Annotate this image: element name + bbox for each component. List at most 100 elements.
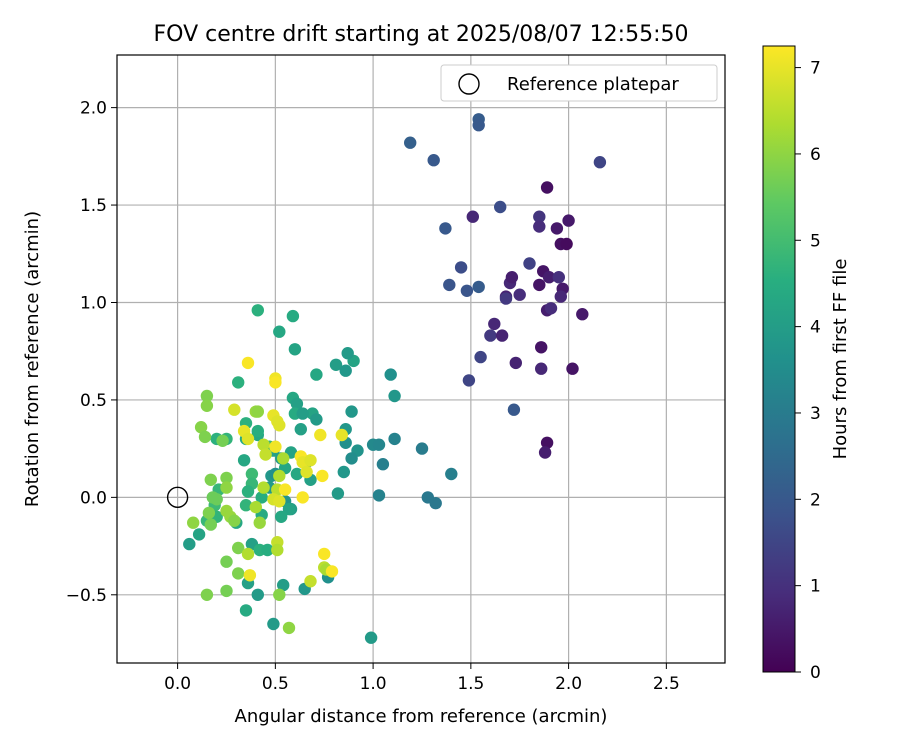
data-point [273, 469, 286, 483]
data-point [314, 428, 327, 442]
data-point [533, 210, 546, 223]
y-tick-label: 0.5 [80, 391, 107, 411]
data-point [540, 436, 554, 449]
data-point [286, 309, 300, 323]
reference-marker-group [166, 486, 189, 509]
data-point [552, 271, 565, 284]
data-point [245, 467, 259, 481]
data-point [194, 421, 208, 434]
data-point [251, 405, 264, 418]
data-point [535, 341, 548, 354]
data-point [183, 537, 196, 551]
data-point [316, 469, 329, 483]
y-tick-label: −0.5 [66, 586, 107, 606]
data-point [544, 302, 558, 315]
data-point [228, 403, 241, 416]
data-point [257, 438, 270, 451]
data-point [472, 119, 485, 132]
data-point [576, 308, 589, 321]
colorbar-label: Hours from first FF file [830, 259, 851, 460]
grid [117, 55, 725, 663]
data-point [310, 413, 323, 426]
data-point [335, 428, 348, 442]
data-point [257, 481, 270, 494]
data-point [472, 280, 485, 294]
data-point [325, 565, 339, 578]
data-point [290, 397, 304, 410]
data-point [269, 376, 282, 389]
data-point [255, 491, 268, 504]
data-point [304, 454, 317, 467]
data-point [288, 343, 302, 356]
data-point [550, 222, 564, 235]
data-point [439, 222, 452, 235]
data-point [228, 514, 241, 527]
data-point [239, 499, 253, 512]
colorbar: 0 1 2 3 4 5 6 7 Hours from first FF file [762, 45, 851, 683]
data-point [278, 483, 292, 496]
data-point [533, 278, 546, 292]
data-point [300, 465, 313, 479]
data-point [488, 317, 501, 331]
data-point [210, 493, 223, 506]
data-point [241, 432, 255, 446]
data-point [277, 578, 290, 592]
colorbar-tick-label: 6 [810, 145, 821, 165]
colorbar-tick-label: 3 [810, 404, 821, 424]
data-point [232, 376, 245, 389]
data-point [415, 442, 429, 455]
colorbar-tick-label: 2 [810, 490, 821, 510]
data-point [271, 543, 284, 557]
data-point [273, 495, 286, 508]
data-point [220, 555, 233, 568]
data-point [267, 617, 280, 631]
data-point [261, 543, 274, 557]
x-axis-label: Angular distance from reference (arcmin) [235, 706, 608, 727]
data-point [273, 419, 286, 432]
legend: Reference platepar [440, 64, 718, 102]
data-point [443, 278, 456, 292]
data-point [499, 292, 513, 305]
data-point [429, 497, 442, 510]
data-point [445, 467, 458, 481]
data-point [296, 407, 309, 420]
colorbar-ticks: 0 1 2 3 4 5 6 7 [795, 59, 821, 683]
data-point [533, 220, 546, 233]
data-point [251, 424, 264, 438]
data-point [509, 356, 522, 370]
colorbar-tick-label: 5 [810, 231, 821, 251]
data-point [204, 518, 217, 531]
data-point [282, 502, 296, 516]
data-point [204, 473, 217, 486]
data-point [331, 487, 345, 500]
data-point [339, 364, 352, 377]
data-point [372, 438, 386, 451]
data-point [282, 621, 296, 635]
data-point [466, 210, 479, 223]
data-point [566, 362, 579, 375]
x-tick-label: 2.5 [653, 674, 680, 694]
data-point [220, 471, 233, 485]
data-point [273, 325, 286, 338]
data-point [273, 588, 286, 601]
data-point [259, 448, 272, 461]
x-tick-label: 0.0 [164, 674, 191, 694]
data-point [494, 200, 507, 214]
data-point [329, 358, 343, 371]
data-points [183, 113, 607, 644]
data-point [198, 430, 212, 444]
data-point [318, 547, 331, 561]
data-point [192, 528, 206, 541]
x-tick-label: 1.5 [457, 674, 484, 694]
data-point [296, 491, 309, 504]
colorbar-tick-label: 1 [810, 577, 821, 597]
data-point [513, 288, 526, 301]
data-point [200, 399, 214, 412]
data-point [538, 446, 552, 459]
data-point [593, 156, 607, 169]
data-point [216, 434, 229, 447]
reference-marker [166, 486, 189, 509]
data-point [345, 452, 358, 465]
data-point [239, 604, 253, 617]
data-point [427, 154, 440, 167]
